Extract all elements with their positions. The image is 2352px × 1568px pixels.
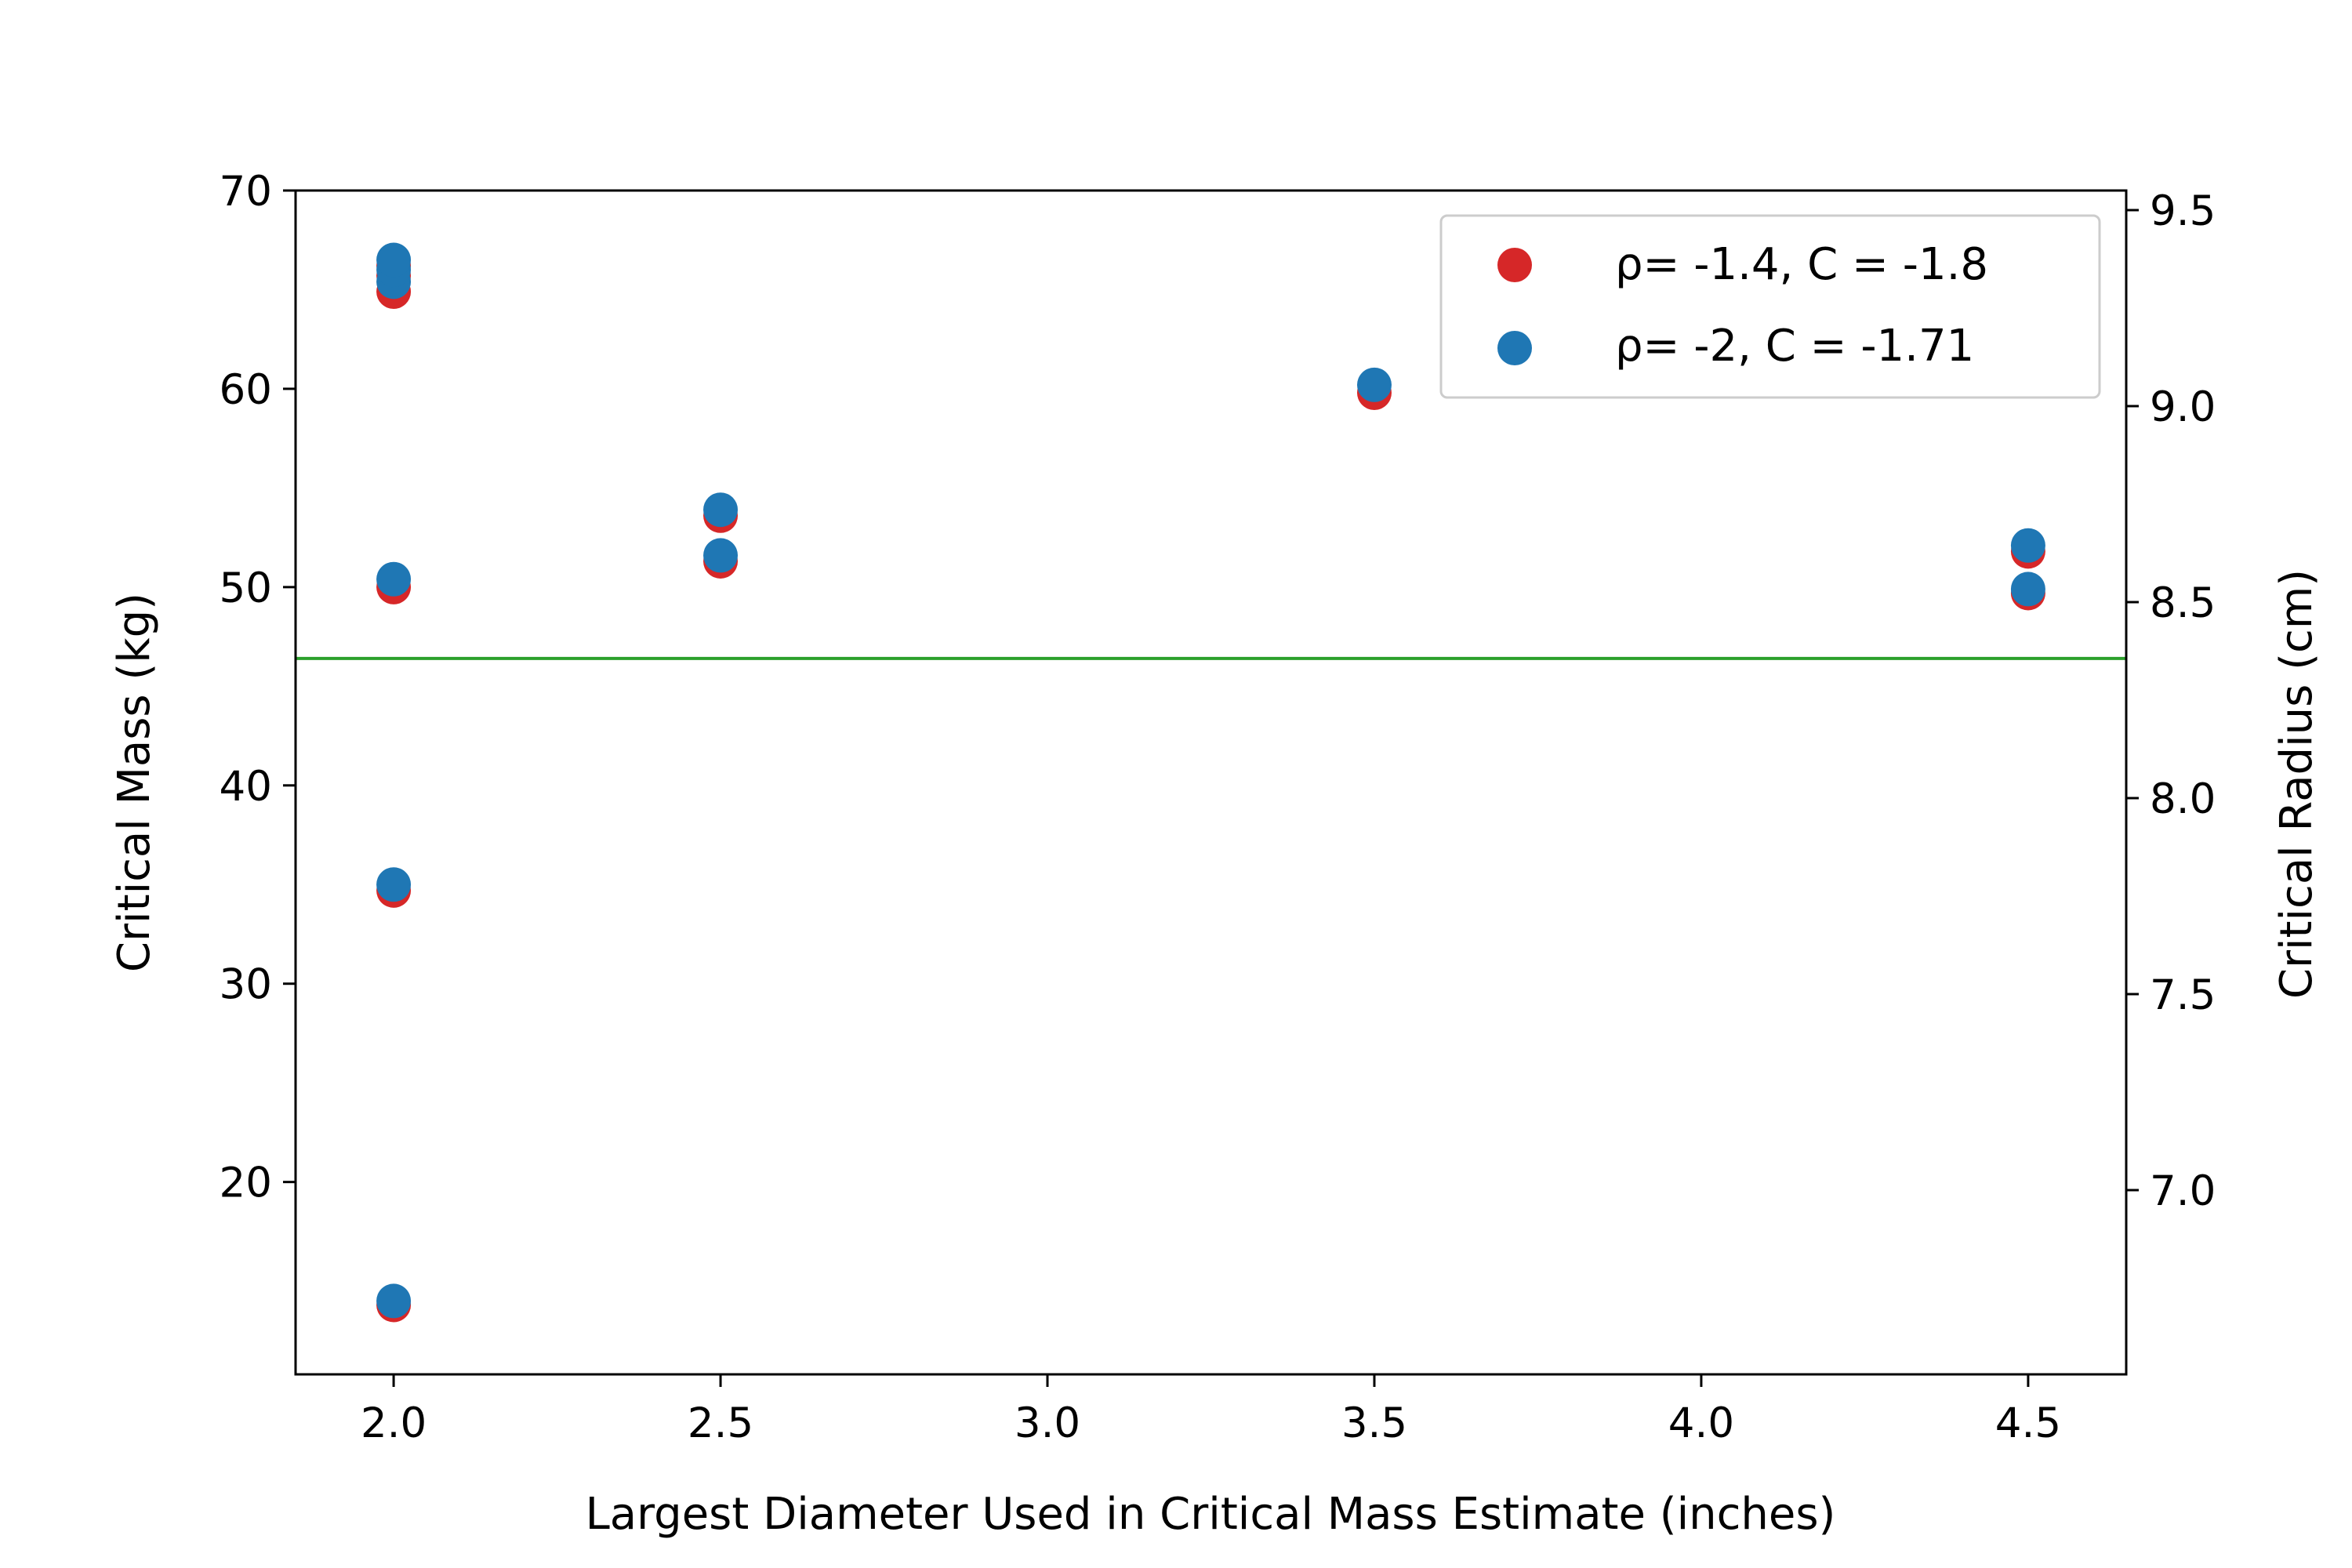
legend-marker-series-1 <box>1497 248 1532 282</box>
y-right-tick-label: 8.0 <box>2150 775 2216 823</box>
x-tick-label: 3.0 <box>1014 1399 1080 1447</box>
data-points <box>376 242 2045 1323</box>
y-tick-label: 50 <box>220 564 272 612</box>
legend-box <box>1439 214 2101 399</box>
y-right-tick-label: 8.5 <box>2150 579 2216 627</box>
data-point-series-2 <box>2010 572 2045 607</box>
legend-label-series-2: ρ= -2, C = -1.71 <box>1615 321 1974 372</box>
y-tick-label: 30 <box>220 961 272 1009</box>
x-tick-label: 4.0 <box>1668 1399 1734 1447</box>
y-axis-right-label: Critical Radius (cm) <box>2271 569 2322 999</box>
x-tick-label: 3.5 <box>1341 1399 1407 1447</box>
legend-marker-series-2 <box>1497 331 1532 365</box>
y-axis-left: 20 30 40 50 60 70 <box>220 168 296 1207</box>
y-axis-right: 7.0 7.5 8.0 8.5 9.0 9.5 <box>2126 187 2216 1215</box>
data-point-series-2 <box>1356 367 1392 402</box>
y-axis-label: Critical Mass (kg) <box>109 593 160 972</box>
y-tick-label: 60 <box>220 366 272 414</box>
data-point-series-2 <box>2010 528 2045 563</box>
y-right-tick-label: 9.5 <box>2150 187 2216 235</box>
x-tick-label: 2.5 <box>688 1399 753 1447</box>
data-point-series-2 <box>376 242 412 278</box>
y-right-tick-label: 7.0 <box>2150 1167 2216 1215</box>
legend: ρ= -1.4, C = -1.8 ρ= -2, C = -1.71 <box>1439 214 2101 399</box>
y-tick-label: 40 <box>220 763 272 811</box>
y-right-tick-label: 9.0 <box>2150 383 2216 431</box>
y-tick-label: 70 <box>220 168 272 216</box>
data-point-series-2 <box>376 867 412 902</box>
data-point-series-2 <box>703 492 739 528</box>
y-right-tick-label: 7.5 <box>2150 971 2216 1019</box>
data-point-series-2 <box>376 1283 412 1319</box>
x-tick-label: 2.0 <box>361 1399 426 1447</box>
x-tick-label: 4.5 <box>1995 1399 2061 1447</box>
x-axis-label: Largest Diameter Used in Critical Mass E… <box>586 1489 1836 1540</box>
legend-label-series-1: ρ= -1.4, C = -1.8 <box>1615 239 1988 290</box>
data-point-series-2 <box>376 561 412 597</box>
plot-frame <box>294 189 2128 1376</box>
x-axis: 2.0 2.5 3.0 3.5 4.0 4.5 <box>361 1374 2061 1447</box>
y-tick-label: 20 <box>220 1160 272 1207</box>
data-point-series-2 <box>703 538 739 573</box>
